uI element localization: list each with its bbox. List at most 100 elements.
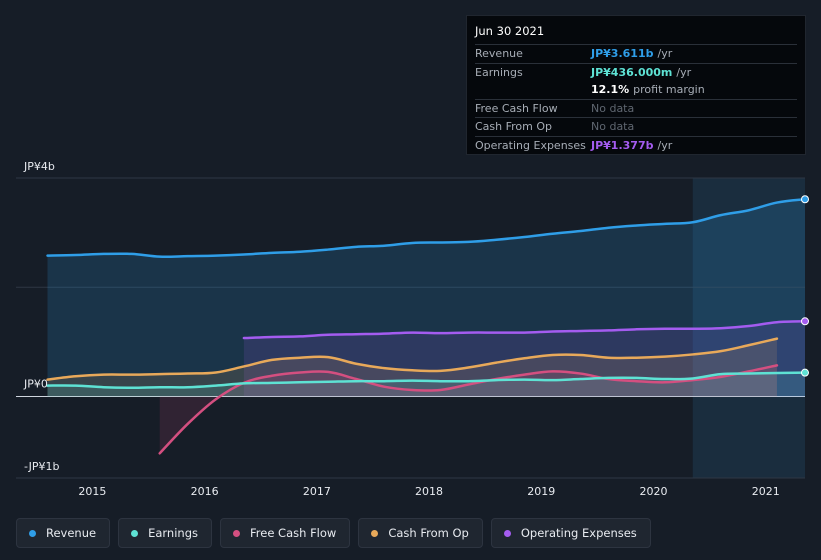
cash-from-op-point[interactable] bbox=[715, 345, 727, 357]
free-cash-flow-line[interactable] bbox=[158, 364, 779, 455]
earnings-point[interactable] bbox=[603, 372, 615, 384]
earnings-point[interactable] bbox=[98, 381, 110, 393]
earnings-point[interactable] bbox=[322, 376, 334, 388]
revenue-point[interactable] bbox=[98, 248, 110, 260]
cash-from-op-point[interactable] bbox=[98, 369, 110, 381]
cash-from-op-point[interactable] bbox=[154, 368, 166, 380]
operating-expenses-point[interactable] bbox=[462, 327, 474, 339]
revenue-point[interactable] bbox=[154, 251, 166, 263]
operating-expenses-point[interactable] bbox=[518, 327, 530, 339]
revenue-point[interactable] bbox=[322, 244, 334, 256]
revenue-point[interactable] bbox=[547, 228, 559, 240]
cash-from-op-point[interactable] bbox=[631, 352, 643, 364]
revenue-point[interactable] bbox=[378, 240, 390, 252]
earnings-point[interactable] bbox=[547, 374, 559, 386]
revenue-point[interactable] bbox=[266, 247, 278, 259]
earnings-point[interactable] bbox=[238, 377, 250, 389]
operating-expenses-point[interactable] bbox=[715, 322, 727, 334]
revenue-point[interactable] bbox=[603, 222, 615, 234]
earnings-point[interactable] bbox=[575, 373, 587, 385]
legend-item-cash-from-op[interactable]: Cash From Op bbox=[358, 518, 483, 548]
cash-from-op-point[interactable] bbox=[518, 352, 530, 364]
earnings-point[interactable] bbox=[182, 381, 194, 393]
legend-item-operating-expenses[interactable]: Operating Expenses bbox=[490, 518, 651, 548]
earnings-point[interactable] bbox=[434, 375, 446, 387]
revenue-point[interactable] bbox=[126, 248, 138, 260]
revenue-point[interactable] bbox=[518, 231, 530, 243]
revenue-point[interactable] bbox=[715, 209, 727, 221]
operating-expenses-point[interactable] bbox=[603, 324, 615, 336]
cash-from-op-point[interactable] bbox=[266, 354, 278, 366]
cash-from-op-point[interactable] bbox=[182, 368, 194, 380]
operating-expenses-point[interactable] bbox=[434, 327, 446, 339]
earnings-point[interactable] bbox=[462, 375, 474, 387]
revenue-point[interactable] bbox=[687, 216, 699, 228]
earnings-point[interactable] bbox=[631, 372, 643, 384]
operating-expenses-point[interactable] bbox=[490, 327, 502, 339]
operating-expenses-point[interactable] bbox=[743, 320, 755, 332]
revenue-point[interactable] bbox=[42, 250, 54, 262]
operating-expenses-line[interactable] bbox=[242, 320, 807, 340]
revenue-point[interactable] bbox=[631, 220, 643, 232]
operating-expenses-point[interactable] bbox=[547, 325, 559, 337]
legend-item-revenue[interactable]: Revenue bbox=[16, 518, 111, 548]
operating-expenses-point[interactable] bbox=[687, 323, 699, 335]
earnings-point[interactable] bbox=[518, 374, 530, 386]
earnings-point[interactable] bbox=[210, 380, 222, 392]
revenue-point[interactable] bbox=[575, 225, 587, 237]
legend-item-free-cash-flow[interactable]: Free Cash Flow bbox=[220, 518, 351, 548]
revenue-point[interactable] bbox=[350, 241, 362, 253]
cash-from-op-point[interactable] bbox=[406, 364, 418, 376]
operating-expenses-point[interactable] bbox=[266, 331, 278, 343]
cash-from-op-point[interactable] bbox=[126, 369, 138, 381]
revenue-point[interactable] bbox=[182, 250, 194, 262]
revenue-point[interactable] bbox=[659, 218, 671, 230]
cash-from-op-point[interactable] bbox=[210, 366, 222, 378]
revenue-point[interactable] bbox=[434, 236, 446, 248]
earnings-point[interactable] bbox=[715, 368, 727, 380]
operating-expenses-point[interactable] bbox=[294, 330, 306, 342]
cash-from-op-point[interactable] bbox=[294, 352, 306, 364]
legend-item-earnings[interactable]: Earnings bbox=[118, 518, 212, 548]
earnings-point[interactable] bbox=[378, 375, 390, 387]
cash-from-op-point[interactable] bbox=[238, 360, 250, 372]
earnings-point[interactable] bbox=[687, 372, 699, 384]
cash-from-op-point[interactable] bbox=[603, 352, 615, 364]
earnings-point[interactable] bbox=[406, 375, 418, 387]
revenue-point[interactable] bbox=[406, 237, 418, 249]
earnings-point[interactable] bbox=[771, 367, 783, 379]
earnings-point[interactable] bbox=[126, 382, 138, 394]
operating-expenses-point[interactable] bbox=[406, 327, 418, 339]
cash-from-op-point[interactable] bbox=[687, 348, 699, 360]
cash-from-op-point[interactable] bbox=[659, 351, 671, 363]
operating-expenses-point[interactable] bbox=[238, 332, 250, 344]
earnings-point[interactable] bbox=[490, 374, 502, 386]
revenue-line[interactable] bbox=[46, 197, 807, 259]
operating-expenses-point[interactable] bbox=[659, 323, 671, 335]
revenue-point[interactable] bbox=[70, 249, 82, 261]
operating-expenses-point[interactable] bbox=[322, 329, 334, 341]
earnings-line[interactable] bbox=[46, 371, 807, 390]
cash-from-op-point[interactable] bbox=[771, 333, 783, 345]
cash-from-op-point[interactable] bbox=[322, 351, 334, 363]
cash-from-op-point[interactable] bbox=[743, 339, 755, 351]
cash-from-op-point[interactable] bbox=[462, 362, 474, 374]
cash-from-op-point[interactable] bbox=[434, 365, 446, 377]
free-cash-flow-point[interactable] bbox=[182, 418, 194, 430]
revenue-point[interactable] bbox=[743, 204, 755, 216]
earnings-point[interactable] bbox=[70, 380, 82, 392]
operating-expenses-point[interactable] bbox=[378, 328, 390, 340]
earnings-point[interactable] bbox=[743, 368, 755, 380]
operating-expenses-point[interactable] bbox=[350, 328, 362, 340]
cash-from-op-point[interactable] bbox=[575, 349, 587, 361]
cash-from-op-point[interactable] bbox=[350, 358, 362, 370]
cash-from-op-point[interactable] bbox=[490, 357, 502, 369]
earnings-point[interactable] bbox=[659, 373, 671, 385]
cash-from-op-line[interactable] bbox=[46, 337, 779, 381]
free-cash-flow-point[interactable] bbox=[154, 447, 166, 459]
operating-expenses-point[interactable] bbox=[575, 325, 587, 337]
revenue-point[interactable] bbox=[210, 250, 222, 262]
earnings-point[interactable] bbox=[350, 375, 362, 387]
cash-from-op-point[interactable] bbox=[547, 349, 559, 361]
operating-expenses-point[interactable] bbox=[631, 323, 643, 335]
